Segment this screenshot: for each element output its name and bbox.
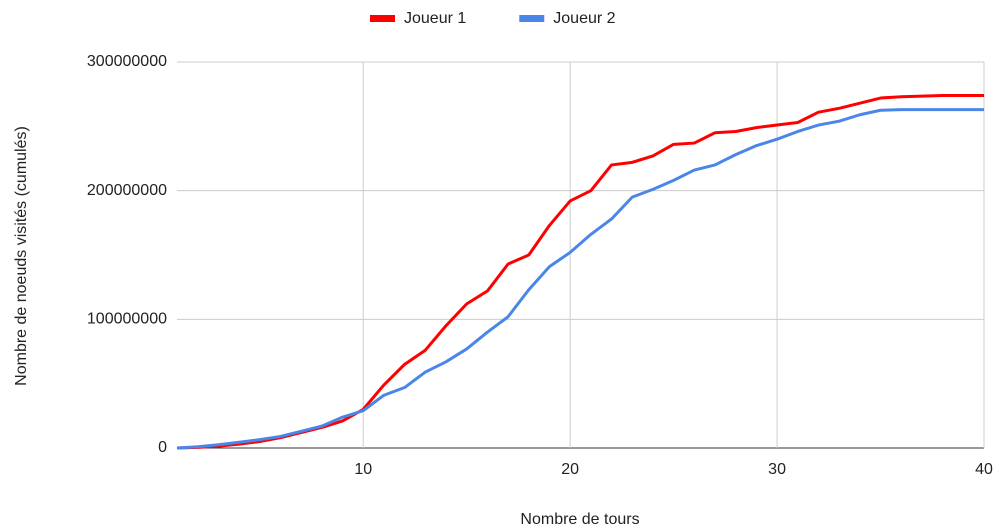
- y-tick-label: 300000000: [87, 53, 167, 70]
- legend-swatch: [370, 15, 395, 22]
- y-tick-label: 200000000: [87, 182, 167, 199]
- x-tick-label: 30: [768, 461, 786, 478]
- y-tick-label: 0: [158, 439, 167, 456]
- x-tick-label: 20: [561, 461, 579, 478]
- y-axis-label: Nombre de noeuds visités (cumulés): [13, 126, 30, 386]
- x-tick-label: 10: [354, 461, 372, 478]
- y-tick-label: 100000000: [87, 311, 167, 328]
- line-series: [176, 93, 984, 450]
- legend-label: Joueur 1: [404, 10, 466, 27]
- line-series: [176, 108, 984, 450]
- legend-label: Joueur 2: [553, 10, 615, 27]
- legend-swatch: [519, 15, 545, 22]
- x-tick-label: 40: [975, 461, 993, 478]
- x-axis-label: Nombre de tours: [520, 511, 639, 528]
